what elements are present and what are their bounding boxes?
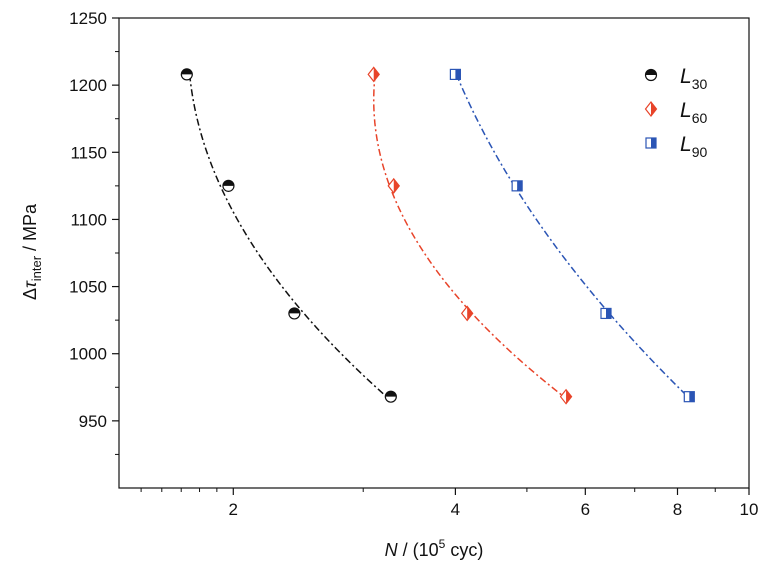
legend: L30 L60 L90 bbox=[644, 65, 707, 160]
point-L60-1 bbox=[367, 66, 380, 83]
point-L30-2 bbox=[222, 179, 235, 192]
y-tick-label: 1000 bbox=[69, 345, 107, 364]
point-L90-1 bbox=[449, 68, 461, 81]
plot-frame bbox=[118, 17, 750, 489]
data-markers bbox=[180, 66, 695, 405]
y-tick-label: 950 bbox=[79, 412, 107, 431]
legend-marker-L90 bbox=[645, 137, 657, 149]
x-tick-label: 6 bbox=[581, 500, 590, 519]
point-L30-4 bbox=[384, 390, 397, 403]
x-tick-label: 2 bbox=[229, 500, 238, 519]
x-axis-title: N / (105 cyc) bbox=[385, 537, 484, 560]
y-axis-title: Δτinter / MPa bbox=[20, 203, 44, 300]
point-L60-4 bbox=[559, 388, 573, 405]
y-tick-label: 1200 bbox=[69, 76, 107, 95]
point-L30-3 bbox=[288, 307, 301, 320]
x-tick-label: 8 bbox=[673, 500, 682, 519]
fit-curves bbox=[188, 74, 689, 398]
y-tick-label: 1100 bbox=[70, 210, 107, 229]
y-tick-label: 1150 bbox=[70, 143, 107, 162]
point-L30-1 bbox=[180, 68, 193, 81]
legend-label-L30: L30 bbox=[680, 65, 707, 92]
fit-curve-L60 bbox=[372, 74, 565, 398]
x-axis-ticks: 2 4 6 8 10 bbox=[140, 488, 759, 519]
legend-label-L60: L60 bbox=[680, 99, 707, 126]
point-L90-3 bbox=[600, 307, 612, 320]
legend-marker-L60 bbox=[644, 101, 658, 117]
fit-curve-L30 bbox=[188, 74, 388, 398]
legend-marker-L30 bbox=[644, 68, 658, 82]
point-L60-3 bbox=[460, 305, 474, 322]
legend-label-L90: L90 bbox=[680, 133, 707, 160]
point-L90-2 bbox=[511, 180, 523, 192]
x-tick-label: 10 bbox=[740, 500, 759, 519]
x-tick-label: 4 bbox=[451, 500, 460, 519]
y-tick-label: 1050 bbox=[69, 278, 107, 297]
fit-curve-L90 bbox=[455, 74, 689, 398]
y-axis-ticks: 950 1000 1050 1100 1150 1200 1250 bbox=[69, 9, 119, 455]
point-L60-2 bbox=[387, 177, 401, 194]
y-tick-label: 1250 bbox=[69, 9, 107, 28]
point-L90-4 bbox=[683, 391, 695, 403]
